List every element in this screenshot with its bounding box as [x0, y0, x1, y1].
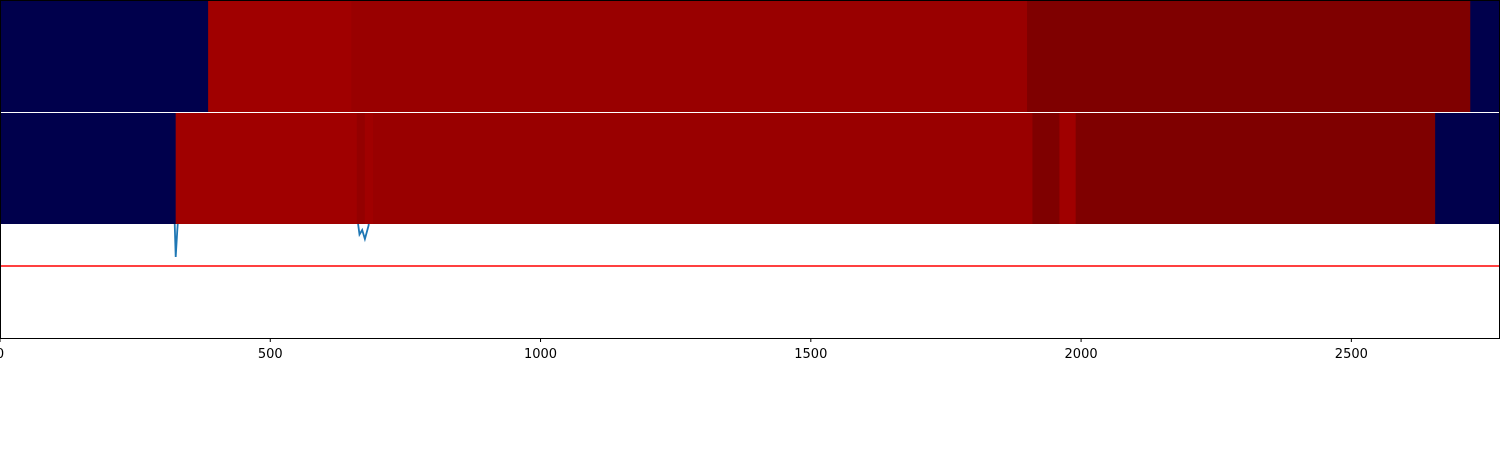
- heatmap-cell: [175, 113, 358, 224]
- heatmap-cell: [0, 1, 209, 112]
- heatmap-cell: [372, 113, 1033, 224]
- x-axis: 0 500 1000 1500 2000 2500: [0, 338, 1368, 362]
- heatmap-cell: [351, 1, 1028, 112]
- x-tick-label: 1500: [794, 347, 827, 362]
- heatmap-cell: [208, 1, 352, 112]
- heatmap-track-1: [0, 1, 1500, 112]
- heatmap-cell: [1435, 113, 1500, 224]
- heatmap-cell: [364, 113, 374, 224]
- x-tick-label: 2000: [1065, 347, 1098, 362]
- x-tick-label: 2500: [1335, 347, 1368, 362]
- x-tick-label: 500: [258, 347, 283, 362]
- x-tick-label: 0: [0, 347, 4, 362]
- heatmap-cell: [356, 113, 366, 224]
- heatmap-tracks: [0, 1, 1500, 224]
- heatmap-cell: [0, 113, 177, 224]
- heatmap-cell: [1032, 113, 1060, 224]
- heatmap-cell: [1059, 113, 1077, 224]
- x-tick-label: 1000: [524, 347, 557, 362]
- heatmap-track-2: [0, 113, 1500, 224]
- heatmap-cell: [1470, 1, 1500, 112]
- heatmap-cell: [1027, 1, 1471, 112]
- heatmap-cell: [1075, 113, 1436, 224]
